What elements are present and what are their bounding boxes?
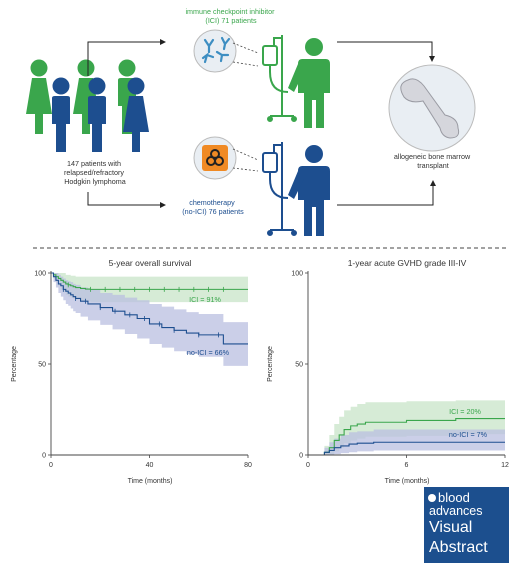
y-tick-label: 100 (291, 271, 303, 278)
series-line (308, 441, 505, 456)
series-label: ICI = 91% (189, 295, 221, 304)
bone-icon (388, 64, 476, 152)
antibody-icon (193, 29, 237, 73)
patients-label: 147 patients with relapsed/refractory Ho… (64, 159, 126, 186)
series-label: ICI = 20% (449, 407, 481, 416)
arrow-head-icon (160, 39, 166, 45)
svg-text:advances: advances (429, 504, 483, 518)
transplant-label: allogeneic bone marrow transplant (394, 152, 472, 170)
x-tick-label: 6 (405, 462, 409, 469)
x-tick-label: 0 (49, 462, 53, 469)
chemo-label: chemotherapy (no-ICI) 76 patients (182, 198, 244, 216)
arrow-head-icon (160, 202, 166, 208)
y-tick-label: 50 (295, 362, 303, 369)
overall-survival-chart: 5-year overall survival ICI = 91% no-ICI =… (11, 258, 252, 485)
arrow-head-icon (430, 180, 436, 186)
iv-drip-icon (262, 142, 297, 236)
ici-label: immune checkpoint inhibitor (ICI) 71 pat… (185, 7, 276, 25)
series-line (51, 272, 248, 345)
flow-arrows (87, 41, 434, 206)
chart-title: 5-year overall survival (109, 258, 192, 268)
y-tick-label: 0 (42, 453, 46, 460)
y-axis-label: Percentage (267, 346, 274, 382)
x-axis-label: Time (months) (385, 478, 430, 485)
brand-logo: blood advances Visual Abstract (424, 487, 509, 563)
y-tick-label: 100 (34, 271, 46, 278)
x-tick-label: 12 (501, 462, 509, 469)
chemo-patient-icon (288, 145, 330, 236)
svg-text:Abstract: Abstract (429, 539, 488, 556)
ici-patient-icon (288, 38, 330, 128)
arrow-head-icon (429, 56, 435, 62)
gvhd-chart: 1-year acute GVHD grade III-IV ICI = 20% n… (267, 258, 509, 485)
series-label: no-ICI = 7% (449, 430, 488, 439)
biohazard-icon (193, 136, 237, 180)
y-axis-label: Percentage (11, 346, 18, 382)
x-tick-label: 40 (146, 462, 154, 469)
x-tick-label: 0 (306, 462, 310, 469)
series-label: no-ICI = 66% (187, 348, 230, 357)
x-axis-label: Time (months) (128, 478, 173, 485)
y-tick-label: 50 (38, 362, 46, 369)
svg-text:blood: blood (438, 490, 470, 505)
x-tick-label: 80 (244, 462, 252, 469)
iv-drip-icon (262, 35, 297, 122)
confidence-band (308, 400, 505, 455)
svg-text:Visual: Visual (429, 519, 472, 536)
y-tick-label: 0 (299, 453, 303, 460)
chart-title: 1-year acute GVHD grade III-IV (348, 258, 467, 268)
